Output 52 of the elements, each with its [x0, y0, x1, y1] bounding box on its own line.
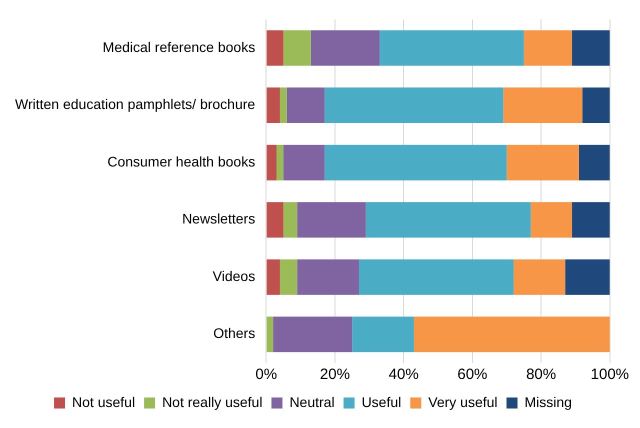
bar [310, 30, 380, 66]
bar [297, 259, 359, 295]
legend-label: Very useful [428, 394, 498, 410]
x-tick-label: 20% [320, 366, 350, 384]
bar [266, 202, 284, 238]
bar [514, 259, 566, 295]
bar [572, 202, 610, 238]
bar [572, 30, 610, 66]
bar [266, 316, 274, 352]
bar [506, 144, 579, 180]
y-tick-label: Medical reference books [102, 38, 256, 55]
bar [352, 316, 414, 352]
bar [324, 88, 504, 124]
x-tick-label: 100% [590, 366, 630, 384]
bar [503, 88, 582, 124]
bar [565, 259, 610, 295]
legend-label: Not useful [72, 394, 136, 410]
bar [366, 202, 531, 238]
bar [524, 30, 572, 66]
y-tick-label: Newsletters [182, 210, 256, 227]
bar [266, 88, 280, 124]
bar [582, 88, 610, 124]
bar [280, 259, 298, 295]
x-tick-label: 40% [388, 366, 419, 384]
bar [530, 202, 572, 238]
x-tick-label: 0% [255, 366, 278, 384]
bar [276, 144, 284, 180]
bar [286, 88, 325, 124]
x-tick-label: 80% [526, 366, 556, 384]
bar [297, 202, 366, 238]
bar [358, 259, 514, 295]
legend-label: Missing [524, 394, 572, 410]
legend-label: Useful [362, 394, 402, 410]
y-tick-label: Written education pamphlets/ brochure [14, 96, 256, 112]
y-tick-label: Videos [212, 268, 256, 284]
legend-label: Neutral [289, 394, 335, 410]
bar [283, 202, 298, 238]
bar [283, 30, 311, 66]
bar [324, 144, 507, 180]
x-tick-label: 60% [457, 366, 488, 384]
bar [380, 30, 524, 66]
bar [280, 88, 287, 124]
bar [578, 144, 610, 180]
bar [283, 144, 325, 180]
legend-label: Not really useful [162, 394, 262, 410]
bar [273, 316, 352, 352]
bar [266, 30, 284, 66]
bar [266, 144, 277, 180]
bar [266, 259, 280, 295]
y-tick-label: Consumer health books [107, 153, 256, 170]
y-tick-label: Others [213, 325, 256, 342]
bar [414, 316, 610, 352]
